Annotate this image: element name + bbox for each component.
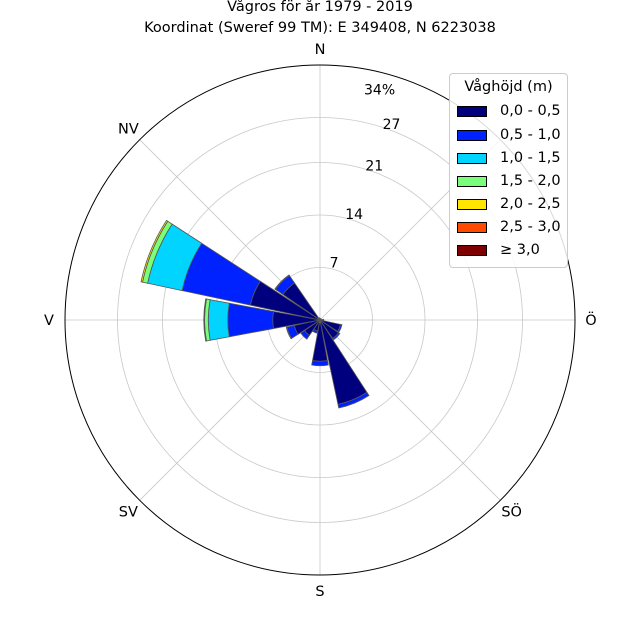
rose-bar-segment <box>311 360 329 367</box>
grid-circle <box>117 117 523 523</box>
chart-title: Vågros för år 1979 - 2019 <box>227 0 413 15</box>
radial-tick-label: 21 <box>365 158 383 174</box>
rose-bar-segment <box>140 219 169 283</box>
direction-label: V <box>44 313 54 329</box>
legend-item: 0,5 - 1,0 <box>457 125 561 145</box>
rose-bar-segment <box>300 330 310 340</box>
direction-label: SV <box>119 505 138 521</box>
outer-circle <box>64 64 576 576</box>
legend-label: ≥ 3,0 <box>500 242 540 258</box>
legend-swatch <box>457 129 487 141</box>
legend-item: ≥ 3,0 <box>457 240 540 260</box>
legend-item: 2,0 - 2,5 <box>457 194 561 214</box>
legend: Våghöjd (m) 0,0 - 0,5 0,5 - 1,0 1,0 - 1,… <box>449 73 568 268</box>
legend-title: Våghöjd (m) <box>464 79 553 95</box>
rose-bar-segment <box>337 391 370 409</box>
legend-label: 0,0 - 0,5 <box>500 103 561 119</box>
rose-bar-segment <box>285 326 293 340</box>
rose-bar-segment <box>274 274 290 290</box>
direction-label: N <box>315 42 326 58</box>
legend-swatch <box>457 152 487 164</box>
legend-label: 0,5 - 1,0 <box>500 127 561 143</box>
rose-bar-segment <box>312 328 319 334</box>
direction-label: NV <box>118 121 139 137</box>
direction-label: S <box>315 584 324 600</box>
legend-swatch <box>457 221 487 233</box>
legend-item: 1,5 - 2,0 <box>457 171 561 191</box>
chart-subtitle: Koordinat (Sweref 99 TM): E 349408, N 62… <box>144 20 496 36</box>
rose-bar-segment <box>318 317 321 321</box>
radial-tick-label: 14 <box>345 207 363 223</box>
rose-bar-segment <box>203 298 207 342</box>
rose-bar-segment <box>332 332 341 341</box>
grid-spoke <box>139 319 321 501</box>
rose-bar-segment <box>207 299 230 341</box>
legend-swatch <box>457 198 487 210</box>
legend-label: 1,5 - 2,0 <box>500 173 561 189</box>
legend-item: 0,0 - 0,5 <box>457 101 561 121</box>
grid-spoke <box>319 319 501 501</box>
legend-label: 2,5 - 3,0 <box>500 219 561 235</box>
direction-label: Ö <box>585 311 596 329</box>
grid-circle <box>162 162 478 478</box>
legend-item: 2,5 - 3,0 <box>457 217 561 237</box>
legend-swatch <box>457 105 487 117</box>
legend-swatch <box>457 175 487 187</box>
radial-tick-label: 7 <box>330 255 339 271</box>
axis-labels: 7 14 21 27 34% N NV V SV S SÖ Ö <box>44 42 597 600</box>
direction-label: SÖ <box>501 503 522 521</box>
radial-max-label: 34% <box>364 82 395 98</box>
radial-tick-label: 27 <box>383 117 401 133</box>
legend-swatch <box>457 244 487 256</box>
legend-label: 2,0 - 2,5 <box>500 196 561 212</box>
rose-bar-segment <box>337 323 343 333</box>
rose-bars <box>140 219 370 409</box>
legend-label: 1,0 - 1,5 <box>500 150 561 166</box>
legend-item: 1,0 - 1,5 <box>457 148 561 168</box>
